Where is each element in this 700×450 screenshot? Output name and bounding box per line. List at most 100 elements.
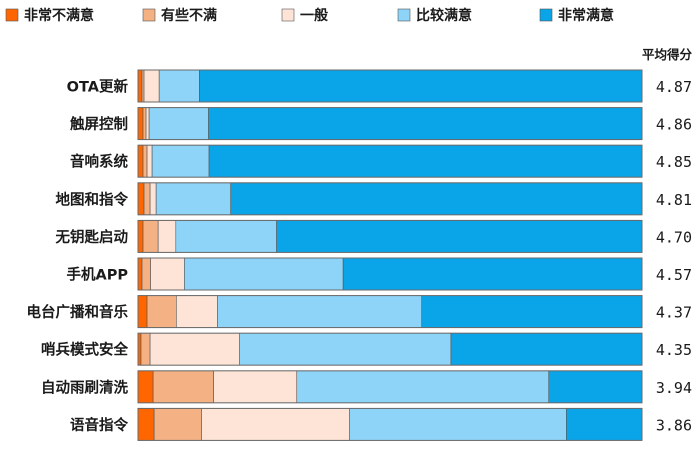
score-value: 3.86: [656, 416, 692, 434]
bar-segment: [137, 257, 143, 291]
bar-row: 哨兵模式安全 4.35: [41, 332, 692, 366]
bar-row: 触屏控制 4.86: [70, 107, 692, 141]
bar-segment: [141, 257, 151, 291]
bar-segment: [548, 370, 643, 404]
bar-row: 电台广播和音乐 4.37: [27, 295, 692, 329]
category-label: 无钥匙启动: [56, 228, 129, 246]
bar-segment: [239, 332, 452, 366]
bar-segment: [208, 107, 643, 140]
bar-segment: [146, 295, 177, 328]
score-value: 4.35: [656, 341, 692, 359]
bar-segment: [342, 257, 643, 291]
bar-row: 语音指令 3.86: [70, 407, 692, 441]
bar-segment: [148, 107, 209, 140]
score-value: 4.87: [656, 78, 692, 96]
category-label: 手机APP: [67, 266, 129, 284]
bar-segment: [152, 370, 214, 404]
bar-outline: [137, 407, 643, 441]
bar-segment: [137, 295, 148, 328]
bar-segment: [155, 182, 232, 216]
bar-row: 地图和指令 4.81: [56, 182, 692, 216]
score-value: 4.70: [656, 228, 692, 246]
bar-segment: [151, 144, 210, 178]
bar-segment: [141, 69, 145, 103]
bar-segment: [149, 182, 157, 216]
category-label: 地图和指令: [56, 190, 129, 208]
bar-segment: [137, 69, 143, 103]
bar-row: 音响系统 4.85: [70, 144, 692, 178]
legend: 非常不满意 有些不满 一般 比较满意 非常满意: [5, 7, 614, 24]
bar-segment: [145, 107, 150, 140]
legend-label: 一般: [300, 7, 328, 24]
bar-segment: [142, 107, 147, 140]
score-value: 4.86: [656, 116, 692, 134]
category-label: OTA更新: [67, 78, 129, 96]
bar-segment: [184, 257, 344, 291]
bar-segment: [142, 220, 159, 253]
bar-row: 手机APP 4.57: [67, 257, 692, 291]
bar-outline: [137, 144, 643, 178]
bar-segment: [201, 408, 350, 441]
bar-segment: [176, 295, 218, 328]
bar-segment: [137, 220, 144, 253]
legend-swatch: [539, 8, 553, 22]
legend-swatch: [5, 8, 19, 22]
score-value: 3.94: [656, 379, 692, 397]
bar-segment: [137, 144, 144, 178]
bar-segment: [150, 257, 185, 291]
bar-segment: [137, 408, 155, 441]
score-value: 4.57: [656, 266, 692, 284]
bar-outline: [137, 219, 643, 253]
legend-label: 非常满意: [558, 7, 614, 24]
category-label: 触屏控制: [70, 115, 128, 133]
bar-segment: [450, 332, 643, 366]
bar-segment: [208, 144, 643, 178]
bar-segment: [213, 370, 298, 404]
score-value: 4.85: [656, 153, 692, 171]
bar-segment: [421, 295, 643, 328]
bar-segment: [137, 182, 145, 216]
bar-outline: [137, 332, 643, 366]
category-label: 音响系统: [70, 153, 128, 171]
category-label: 语音指令: [70, 416, 128, 434]
legend-label: 比较满意: [416, 7, 472, 24]
bar-segment: [199, 69, 643, 103]
bar-rows: OTA更新 4.87 触屏控制 4.86 音响系统 4.85 地图和指令 4.81 无钥匙启动 4…: [27, 69, 692, 441]
legend-swatch: [142, 8, 156, 22]
bar-outline: [137, 370, 643, 404]
score-value: 4.37: [656, 304, 692, 322]
bar-outline: [137, 182, 643, 216]
bar-row: OTA更新 4.87: [67, 69, 692, 103]
bar-outline: [137, 69, 643, 103]
bar-outline: [137, 295, 643, 329]
bar-segment: [149, 332, 240, 366]
bar-segment: [566, 408, 643, 441]
bar-segment: [146, 144, 153, 178]
bar-segment: [142, 144, 148, 178]
bar-segment: [296, 370, 550, 404]
bar-segment: [143, 69, 160, 103]
category-label: 电台广播和音乐: [27, 303, 129, 321]
bar-segment: [143, 182, 151, 216]
bar-outline: [137, 257, 643, 291]
category-label: 哨兵模式安全: [41, 341, 128, 359]
bar-segment: [349, 408, 567, 441]
legend-swatch: [397, 8, 411, 22]
bar-segment: [137, 107, 144, 140]
bar-row: 自动雨刷清洗 3.94: [41, 370, 692, 404]
legend-label: 非常不满意: [24, 7, 94, 24]
bar-segment: [157, 220, 177, 253]
bar-segment: [153, 408, 202, 441]
bar-segment: [137, 370, 154, 404]
bar-segment: [158, 69, 200, 103]
legend-label: 有些不满: [161, 7, 217, 24]
bar-segment: [230, 182, 643, 216]
bar-segment: [276, 220, 643, 253]
score-value: 4.81: [656, 191, 692, 209]
category-label: 自动雨刷清洗: [41, 378, 128, 396]
legend-swatch: [281, 8, 295, 22]
bar-row: 无钥匙启动 4.70: [56, 219, 692, 253]
bar-segment: [140, 332, 151, 366]
bar-outline: [137, 107, 643, 141]
